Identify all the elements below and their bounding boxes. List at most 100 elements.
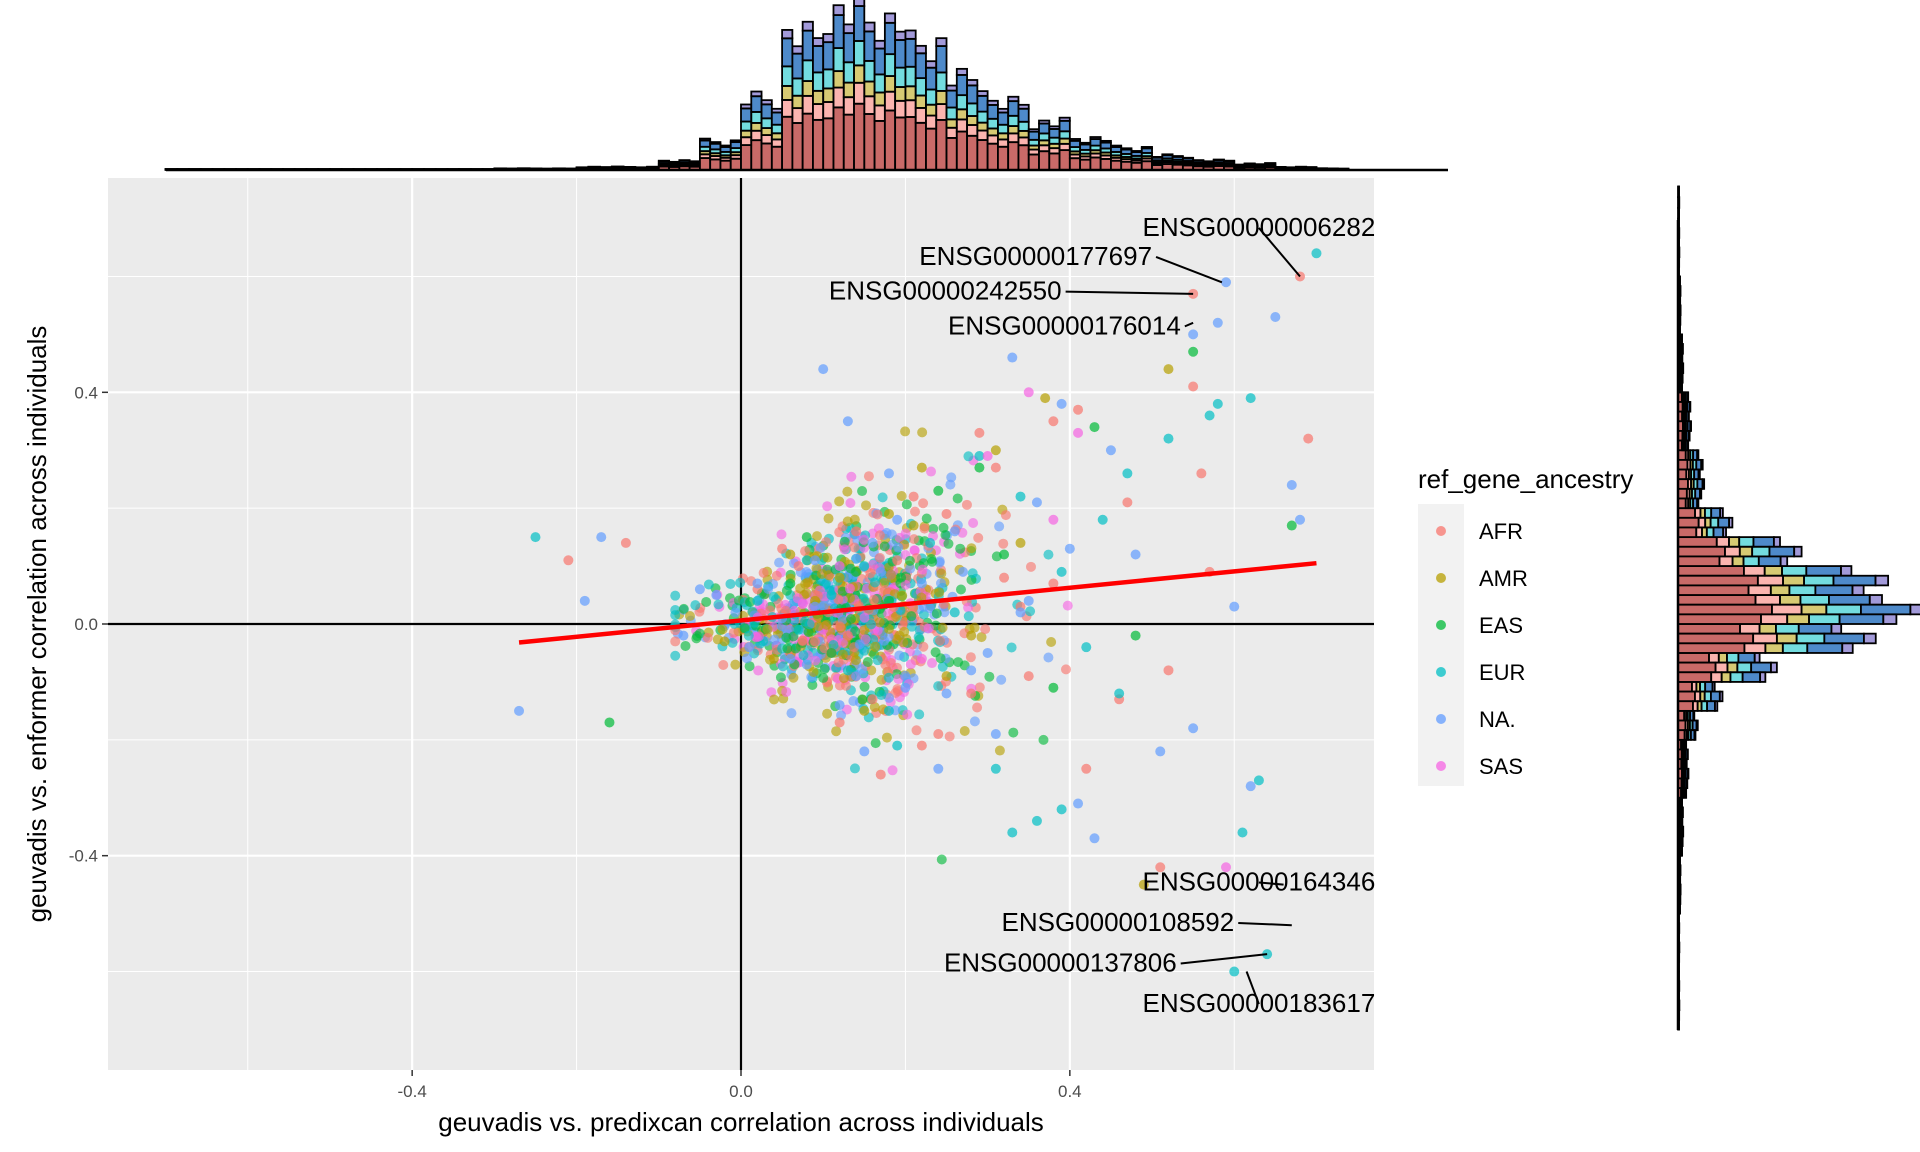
- top-marginal-histogram: [164, 0, 1448, 172]
- right-histogram-bar: [1841, 642, 1854, 654]
- right-histogram-bar: [1739, 623, 1761, 635]
- data-point: [753, 665, 764, 676]
- annotation-leader: [1065, 290, 1194, 295]
- top-histogram-bar: [760, 117, 773, 129]
- right-histogram-bar: [1741, 671, 1762, 683]
- data-point: [678, 603, 689, 614]
- right-histogram-bar: [1860, 603, 1912, 616]
- data-point-na: [900, 682, 911, 693]
- legend-key: [1436, 714, 1446, 724]
- top-histogram-bar: [873, 73, 886, 94]
- data-point: [913, 632, 924, 643]
- right-histogram-bar: [1724, 545, 1741, 558]
- data-point: [781, 686, 792, 697]
- data-point-eur: [1031, 815, 1042, 826]
- y-tick-label: 0.4: [74, 383, 98, 402]
- data-point-na: [1073, 798, 1084, 809]
- top-histogram-bar: [894, 66, 907, 88]
- right-histogram-bar: [1742, 565, 1766, 577]
- right-histogram-bar: [1726, 652, 1740, 664]
- right-histogram-bar: [1677, 594, 1757, 606]
- trend-line: [518, 560, 1317, 645]
- top-histogram-bar: [1027, 130, 1040, 141]
- top-histogram-bar: [740, 129, 753, 139]
- data-point-na: [966, 665, 977, 676]
- top-histogram-bar: [750, 122, 763, 132]
- top-histogram-bar: [791, 107, 804, 124]
- legend-label: AFR: [1479, 519, 1523, 544]
- data-point: [820, 578, 831, 589]
- data-point: [969, 716, 980, 727]
- data-point: [725, 578, 736, 589]
- top-histogram-bar: [1089, 138, 1102, 147]
- right-histogram-bar: [1701, 478, 1706, 490]
- top-histogram-bar: [1110, 144, 1123, 148]
- right-histogram-bar: [1696, 497, 1700, 510]
- top-histogram-bar: [863, 30, 876, 62]
- right-histogram-bar: [1677, 487, 1688, 500]
- data-point: [797, 635, 808, 646]
- data-point: [936, 854, 947, 865]
- right-histogram-bar: [1830, 623, 1843, 635]
- data-point-na: [1155, 746, 1166, 757]
- data-point: [886, 529, 897, 540]
- top-histogram-bar: [750, 111, 763, 124]
- top-histogram-bar: [1007, 125, 1020, 135]
- top-histogram-bar: [894, 116, 907, 171]
- top-histogram-bar: [894, 30, 907, 41]
- data-point: [899, 617, 910, 628]
- data-point: [1043, 652, 1054, 663]
- data-point-amr: [1015, 537, 1026, 548]
- top-histogram-bar: [791, 122, 804, 171]
- data-point: [939, 607, 950, 618]
- legend: ref_gene_ancestry AFR AMR EAS EUR NA. SAS: [1418, 464, 1633, 786]
- top-histogram-bar: [925, 114, 938, 130]
- right-histogram-bar: [1677, 613, 1762, 625]
- data-point-eas: [974, 462, 985, 473]
- legend-key: [1436, 620, 1446, 630]
- data-point: [870, 738, 881, 749]
- right-histogram-bar: [1779, 594, 1802, 606]
- data-point: [782, 643, 793, 654]
- data-point-afr: [563, 555, 574, 566]
- data-point-afr: [908, 491, 919, 502]
- right-histogram-bar: [1685, 777, 1689, 790]
- data-point-eur: [1163, 433, 1174, 444]
- data-point-na: [1130, 549, 1141, 560]
- gene-label: ENSG00000183617: [1143, 988, 1376, 1018]
- data-point-na: [941, 688, 952, 699]
- data-point-na: [990, 729, 1001, 740]
- right-histogram-bar: [1719, 507, 1724, 519]
- data-point: [819, 643, 830, 654]
- right-histogram-bar: [1882, 613, 1898, 625]
- data-point: [797, 599, 808, 610]
- data-point-sas: [1023, 387, 1034, 398]
- data-point-afr: [1122, 497, 1133, 508]
- data-point: [1046, 636, 1057, 647]
- data-point: [718, 659, 729, 670]
- data-point: [802, 577, 813, 588]
- right-histogram-bar: [1722, 526, 1727, 539]
- right-histogram-bar: [1677, 632, 1755, 645]
- data-point: [899, 626, 910, 637]
- right-histogram-bar: [1779, 555, 1789, 567]
- top-histogram-bar: [904, 29, 917, 40]
- right-histogram-bar: [1687, 410, 1690, 423]
- data-point-na: [1188, 329, 1199, 340]
- data-point-eur: [859, 561, 870, 572]
- top-histogram-bar: [760, 134, 773, 145]
- data-point: [961, 499, 972, 510]
- top-histogram-bar: [1027, 153, 1040, 171]
- data-point: [937, 661, 948, 672]
- data-point: [906, 611, 917, 622]
- top-histogram-bar: [935, 89, 948, 105]
- right-histogram-bar: [1874, 574, 1890, 587]
- data-point-na: [1212, 317, 1223, 328]
- right-histogram-bar: [1769, 584, 1791, 596]
- data-point: [914, 709, 925, 720]
- right-histogram-bar: [1693, 729, 1697, 741]
- data-point-na: [982, 647, 993, 658]
- right-histogram-bar: [1697, 516, 1707, 529]
- data-point: [816, 568, 827, 579]
